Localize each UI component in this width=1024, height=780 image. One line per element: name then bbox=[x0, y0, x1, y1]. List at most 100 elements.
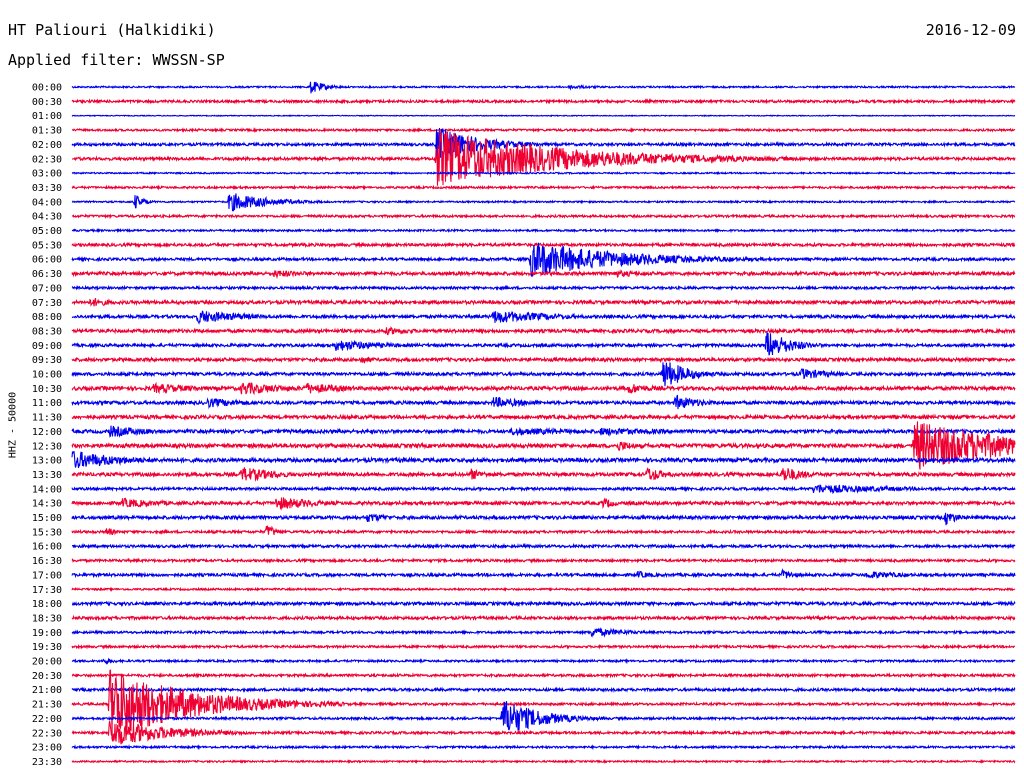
seismic-trace-1030 bbox=[71, 381, 1016, 395]
seismic-trace-0600 bbox=[71, 242, 1016, 277]
seismic-trace-1200 bbox=[71, 425, 1016, 438]
seismic-trace-0900 bbox=[71, 332, 1016, 356]
row-time-label: 01:00 bbox=[32, 111, 62, 122]
row-time-label: 23:00 bbox=[32, 743, 62, 754]
seismic-trace-2330 bbox=[71, 758, 1016, 764]
seismic-trace-1130 bbox=[71, 413, 1016, 421]
record-date: 2016-12-09 bbox=[925, 21, 1016, 39]
row-time-label: 01:30 bbox=[32, 126, 62, 137]
row-time-label: 18:30 bbox=[32, 613, 62, 624]
row-time-label: 11:30 bbox=[32, 413, 62, 424]
row-time-label: 15:00 bbox=[32, 513, 62, 524]
seismic-trace-0100 bbox=[71, 114, 1016, 118]
row-time-label: 18:00 bbox=[32, 599, 62, 610]
row-time-label: 22:30 bbox=[32, 728, 62, 739]
seismic-trace-1000 bbox=[71, 362, 1016, 387]
seismic-trace-1300 bbox=[71, 450, 1016, 469]
row-time-label: 12:00 bbox=[32, 427, 62, 438]
seismic-trace-2030 bbox=[71, 672, 1016, 679]
seismic-trace-1330 bbox=[71, 467, 1016, 482]
seismic-trace-0330 bbox=[71, 184, 1016, 191]
seismic-trace-1530 bbox=[71, 525, 1016, 536]
row-time-label: 05:30 bbox=[32, 240, 62, 251]
row-time-label: 10:30 bbox=[32, 384, 62, 395]
row-time-label: 00:30 bbox=[32, 97, 62, 108]
row-time-label: 04:00 bbox=[32, 197, 62, 208]
seismic-trace-0530 bbox=[71, 241, 1016, 249]
row-time-label: 14:30 bbox=[32, 499, 62, 510]
seismic-trace-2000 bbox=[71, 657, 1016, 665]
seismic-trace-1700 bbox=[71, 568, 1016, 579]
seismic-trace-0430 bbox=[71, 213, 1016, 220]
row-time-label: 20:00 bbox=[32, 657, 62, 668]
row-time-label: 14:00 bbox=[32, 484, 62, 495]
seismic-trace-1100 bbox=[71, 394, 1016, 410]
row-time-label: 21:30 bbox=[32, 700, 62, 711]
seismic-trace-1830 bbox=[71, 614, 1016, 622]
seismic-trace-0400 bbox=[71, 193, 1016, 212]
seismic-trace-0200 bbox=[71, 127, 1016, 162]
row-time-label: 22:00 bbox=[32, 714, 62, 725]
row-time-label: 06:00 bbox=[32, 255, 62, 266]
seismic-trace-0800 bbox=[71, 310, 1016, 325]
row-time-label: 07:00 bbox=[32, 283, 62, 294]
row-time-label: 13:00 bbox=[32, 456, 62, 467]
row-time-label: 09:00 bbox=[32, 341, 62, 352]
seismic-trace-0700 bbox=[71, 284, 1016, 292]
seismic-trace-0730 bbox=[71, 298, 1016, 307]
row-time-label: 10:00 bbox=[32, 370, 62, 381]
seismic-trace-0930 bbox=[71, 355, 1016, 364]
row-time-label: 00:00 bbox=[32, 83, 62, 94]
seismic-trace-1500 bbox=[71, 512, 1016, 526]
row-time-label: 06:30 bbox=[32, 269, 62, 280]
seismic-trace-1930 bbox=[71, 643, 1016, 650]
seismic-trace-1630 bbox=[71, 557, 1016, 564]
seismic-trace-1230 bbox=[71, 421, 1016, 470]
row-time-label: 02:00 bbox=[32, 140, 62, 151]
seismic-trace-2300 bbox=[71, 744, 1016, 751]
station-title: HT Paliouri (Halkidiki) bbox=[8, 21, 216, 39]
row-time-label: 03:30 bbox=[32, 183, 62, 194]
seismic-trace-0500 bbox=[71, 227, 1016, 234]
seismic-trace-0300 bbox=[71, 170, 1016, 176]
row-time-label: 13:30 bbox=[32, 470, 62, 481]
seismic-trace-0830 bbox=[71, 326, 1016, 336]
seismic-trace-0230 bbox=[71, 129, 1016, 186]
row-time-label: 02:30 bbox=[32, 154, 62, 165]
row-time-label: 17:30 bbox=[32, 585, 62, 596]
row-time-label: 16:00 bbox=[32, 542, 62, 553]
row-time-label: 11:00 bbox=[32, 398, 62, 409]
seismic-trace-0630 bbox=[71, 269, 1016, 280]
row-time-label: 19:00 bbox=[32, 628, 62, 639]
row-time-label: 19:30 bbox=[32, 642, 62, 653]
seismic-trace-2100 bbox=[71, 686, 1016, 694]
row-time-label: 08:30 bbox=[32, 326, 62, 337]
row-time-label: 12:30 bbox=[32, 441, 62, 452]
seismic-trace-1900 bbox=[71, 627, 1016, 638]
seismic-trace-2130 bbox=[71, 669, 1016, 740]
seismic-trace-1600 bbox=[71, 542, 1016, 550]
row-time-label: 07:30 bbox=[32, 298, 62, 309]
row-time-label: 16:30 bbox=[32, 556, 62, 567]
seismic-trace-0130 bbox=[71, 126, 1016, 134]
seismic-trace-1430 bbox=[71, 497, 1016, 511]
seismic-trace-0030 bbox=[71, 98, 1016, 105]
seismic-trace-2200 bbox=[71, 701, 1016, 731]
row-time-label: 04:30 bbox=[32, 212, 62, 223]
seismic-trace-2230 bbox=[71, 721, 1016, 745]
seismic-trace-1400 bbox=[71, 484, 1016, 495]
row-time-label: 20:30 bbox=[32, 671, 62, 682]
row-time-label: 08:00 bbox=[32, 312, 62, 323]
row-time-label: 05:00 bbox=[32, 226, 62, 237]
row-time-label: 23:30 bbox=[32, 757, 62, 768]
row-time-label: 09:30 bbox=[32, 355, 62, 366]
row-time-label: 17:00 bbox=[32, 570, 62, 581]
seismic-trace-0000 bbox=[71, 81, 1016, 94]
seismic-trace-1800 bbox=[71, 599, 1016, 608]
row-time-label: 03:00 bbox=[32, 169, 62, 180]
row-time-label: 21:00 bbox=[32, 685, 62, 696]
seismic-trace-1730 bbox=[71, 586, 1016, 593]
filter-label: Applied filter: WWSSN-SP bbox=[8, 51, 225, 69]
